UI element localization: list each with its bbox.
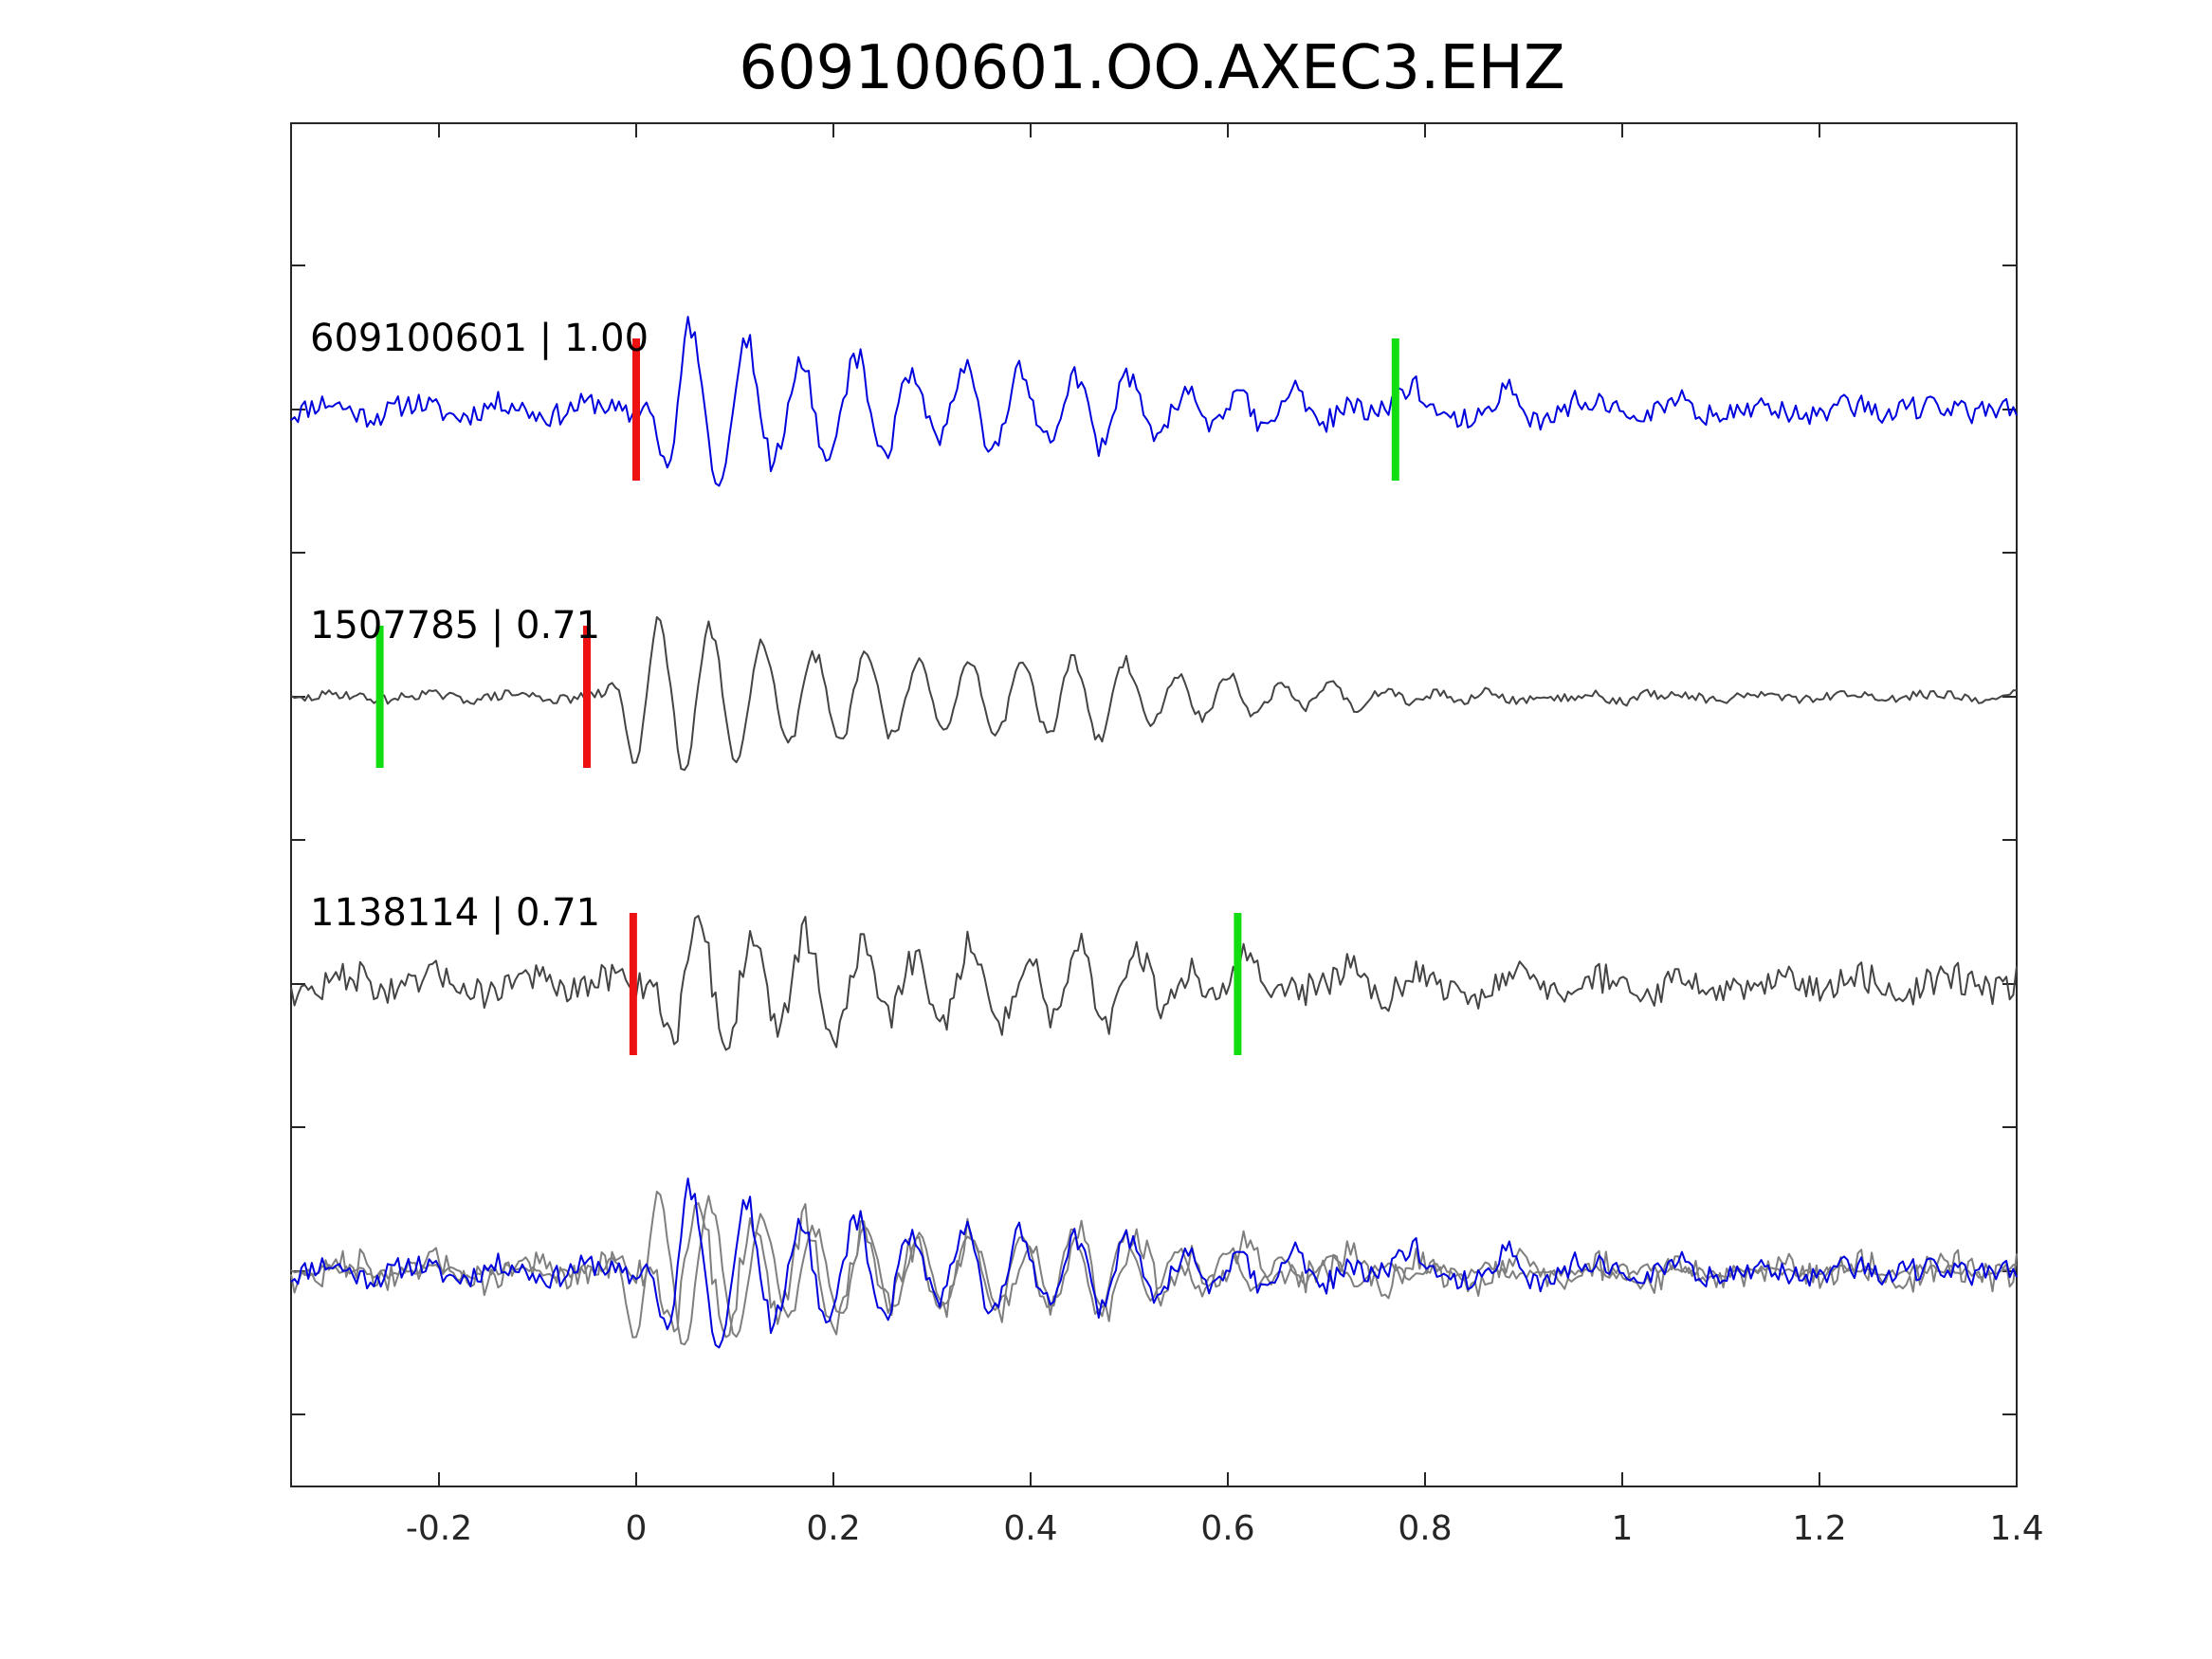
- waveform-traces: [290, 316, 2018, 1349]
- plot-area: [290, 122, 2018, 1487]
- x-tick-label: 0.8: [1398, 1509, 1452, 1548]
- x-tick-label: 1.2: [1792, 1509, 1846, 1548]
- trace-label: 1507785 | 0.71: [310, 604, 600, 647]
- y-ticks: [291, 264, 2017, 1415]
- x-tick-label: 0: [626, 1509, 648, 1548]
- waveform-1507785: [290, 616, 2017, 772]
- x-tick-label: 0.2: [806, 1509, 860, 1548]
- phase-picks: [375, 338, 1399, 1055]
- chart-title: 609100601.OO.AXEC3.EHZ: [739, 33, 1565, 103]
- x-tick-label: 0.6: [1200, 1509, 1254, 1548]
- x-tick-label: 1.4: [1989, 1509, 2043, 1548]
- x-axis: -0.2 0 0.2 0.4 0.6 0.8 1 1.2 1.4: [406, 123, 2044, 1548]
- x-tick-label: -0.2: [406, 1509, 472, 1548]
- trace-label: 1138114 | 0.71: [310, 891, 600, 935]
- waveform-609100601: [290, 316, 2018, 487]
- x-tick-label: 1: [1612, 1509, 1634, 1548]
- trace-labels: 609100601 | 1.00 1507785 | 0.71 1138114 | …: [310, 317, 649, 935]
- overlay-waveform-609100601: [290, 1177, 2018, 1349]
- waveform-1138114: [290, 915, 2018, 1051]
- trace-label: 609100601 | 1.00: [310, 317, 649, 360]
- x-tick-label: 0.4: [1003, 1509, 1057, 1548]
